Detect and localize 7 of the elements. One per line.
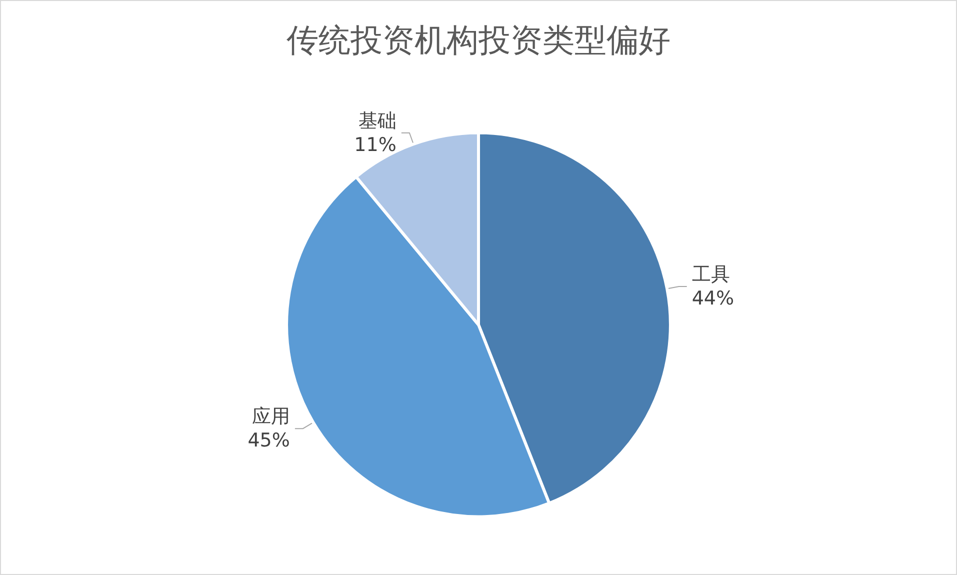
slice-label: 工具 <box>692 264 730 286</box>
slice-label: 应用 <box>252 406 290 428</box>
data-label: 44% <box>692 288 734 310</box>
chart-title: 传统投资机构投资类型偏好 <box>286 21 670 59</box>
data-label: 45% <box>248 430 290 452</box>
slice-label: 基础 <box>358 110 396 132</box>
data-label: 11% <box>354 134 396 156</box>
